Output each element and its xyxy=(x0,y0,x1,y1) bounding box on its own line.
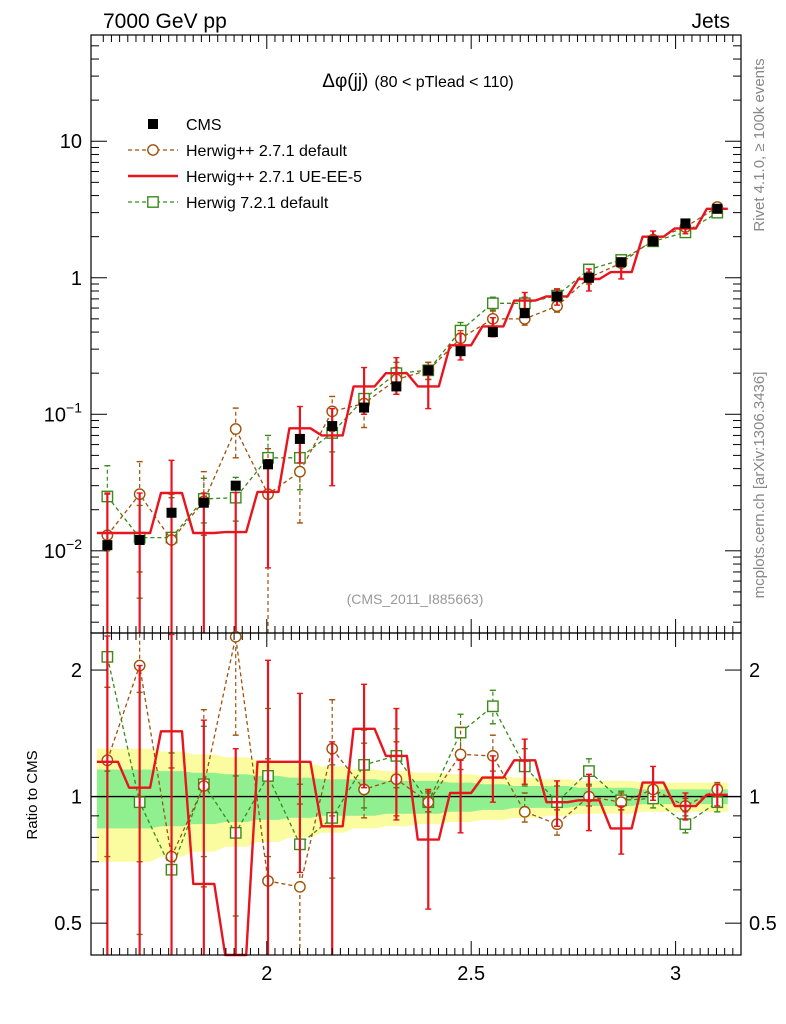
ratio-panel: 0.5 0.5 1 1 2 2 2 2.5 3 Ratio to CMS xyxy=(24,630,777,985)
main-ytick-label-base: 10 xyxy=(44,404,66,426)
legend-cms-label: CMS xyxy=(186,117,222,134)
main-cms-point xyxy=(359,402,370,413)
main-ytick-label: 1 xyxy=(71,268,82,290)
ratio-xtick-label: 3 xyxy=(670,963,681,985)
ratio-herwig-2-7-1-default-point xyxy=(293,880,306,893)
main-cms-point xyxy=(680,218,691,229)
legend-herwig-7-2-1-default-label: Herwig 7.2.1 default xyxy=(186,195,329,212)
ratio-ytick-label-left: 2 xyxy=(71,660,82,682)
main-ytick-label-base: 10 xyxy=(44,541,66,563)
main-cms-point xyxy=(455,346,466,357)
ratio-herwig-2-7-1-ue-ee-5-line xyxy=(96,727,728,957)
main-cms-point xyxy=(391,381,402,392)
main-cms-point xyxy=(134,534,145,545)
legend-herwig-2-7-1-default-marker xyxy=(147,144,159,156)
main-cms-point xyxy=(552,291,563,302)
legend: CMS Herwig++ 2.7.1 default Herwig++ 2.7.1 … xyxy=(128,117,362,212)
ratio-herwig-2-7-1-default-point xyxy=(518,805,531,818)
main-cms-point xyxy=(583,272,594,283)
main-cms-point xyxy=(198,497,209,508)
main-herwig-2-7-1-ue-ee-5-line xyxy=(96,207,728,535)
ratio-ytick-label-right: 1 xyxy=(749,787,760,809)
ratio-xtick-label: 2.5 xyxy=(457,963,485,985)
main-ytick-label-base: 1 xyxy=(71,268,82,290)
legend-cms-marker xyxy=(148,119,158,129)
main-cms-point xyxy=(166,507,177,518)
ratio-ylabel: Ratio to CMS xyxy=(24,750,41,839)
ratio-axis-ticks: 0.5 0.5 1 1 2 2 2 2.5 3 xyxy=(54,633,777,985)
main-cms-point xyxy=(616,257,627,268)
main-herwig-7-2-1-default-point xyxy=(486,297,499,310)
main-herwig-2-7-1-default-point xyxy=(293,465,306,478)
rivet-label: Rivet 4.1.0, ≥ 100k events xyxy=(751,58,768,231)
main-plot-content xyxy=(96,201,728,633)
ratio-herwig-7-2-1-default-point xyxy=(486,700,499,713)
mcplots-label: mcplots.cern.ch [arXiv:1306.3436] xyxy=(751,372,768,599)
main-title-observable: Δφ(jj) xyxy=(322,71,368,92)
ratio-frame xyxy=(90,632,742,956)
ratio-ytick-label-right: 2 xyxy=(749,660,760,682)
legend-herwig-2-7-1-default-label: Herwig++ 2.7.1 default xyxy=(186,143,348,160)
legend-herwig-2-7-1-ue-ee-5-label: Herwig++ 2.7.1 UE-EE-5 xyxy=(186,169,362,186)
header-right-title: Jets xyxy=(691,10,730,33)
main-cms-point xyxy=(263,459,274,470)
main-cms-point xyxy=(294,433,305,444)
main-ytick-label-exponent: −2 xyxy=(66,536,82,552)
ratio-herwig-2-7-1-default-point xyxy=(229,630,242,643)
main-herwig-2-7-1-default-point xyxy=(229,423,242,435)
ratio-ytick-label-left: 1 xyxy=(71,787,82,809)
main-title: Δφ(jj) (80 < pTlead < 110) xyxy=(322,71,513,92)
main-cms-point xyxy=(327,421,338,432)
main-cms-point xyxy=(230,480,241,491)
watermark: (CMS_2011_I885663) xyxy=(347,591,484,607)
main-ytick-label: 10 xyxy=(60,131,82,153)
main-title-cut: (80 < pTlead < 110) xyxy=(374,74,513,91)
header-left-title: 7000 GeV pp xyxy=(103,10,227,33)
main-ytick-label: 10−2 xyxy=(44,536,82,563)
main-ytick-label: 10−1 xyxy=(44,399,82,426)
main-cms-point xyxy=(712,203,723,214)
ratio-xtick-label: 2 xyxy=(261,963,272,985)
main-cms-point xyxy=(519,308,530,319)
main-ytick-label-base: 10 xyxy=(60,131,82,153)
main-cms-point xyxy=(487,327,498,338)
ratio-ytick-label-left: 0.5 xyxy=(54,913,82,935)
ratio-plot-content xyxy=(91,630,741,957)
ratio-ytick-label-right: 0.5 xyxy=(749,913,777,935)
main-herwig-2-7-1-default-line xyxy=(106,206,718,542)
ratio-herwig-2-7-1-default-point xyxy=(454,748,467,761)
legend-herwig-7-2-1-default-marker xyxy=(147,196,159,208)
main-cms-point xyxy=(423,365,434,376)
main-cms-point xyxy=(102,540,113,551)
main-cms-point xyxy=(648,236,659,247)
main-ytick-label-exponent: −1 xyxy=(66,399,82,415)
